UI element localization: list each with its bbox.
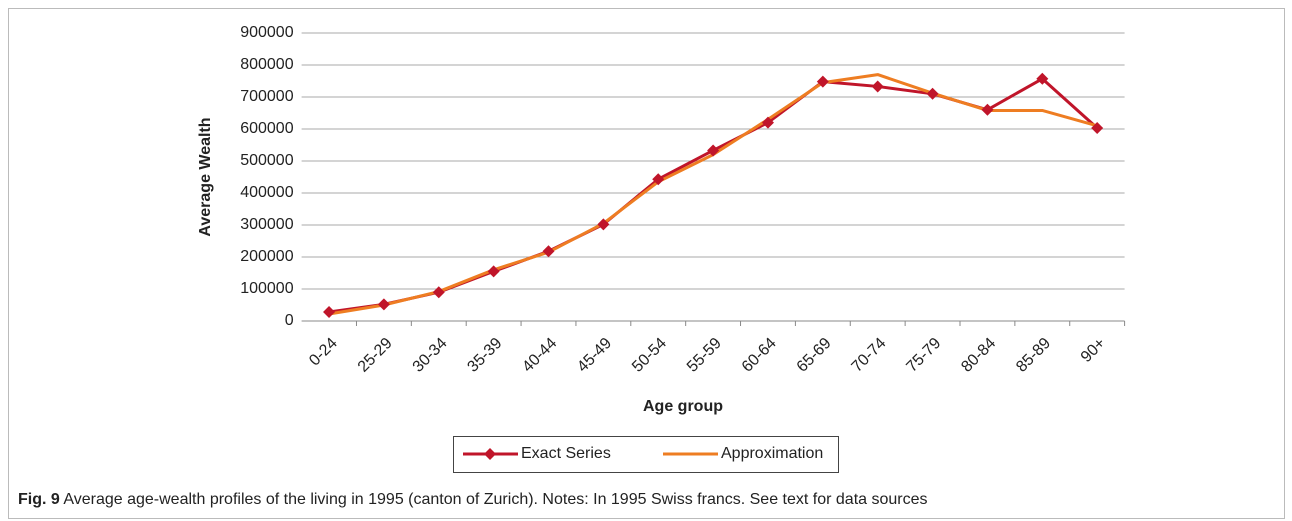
y-tick-label: 500000 [240,152,293,169]
data-point [707,144,720,157]
data-point [597,218,610,231]
series-line [328,77,1099,314]
data-point [542,245,555,258]
data-point [487,265,500,278]
y-tick-label: 900000 [240,24,293,41]
legend-label: Approximation [721,445,823,462]
figure-frame [8,8,1285,519]
x-tick-label: 65-69 [794,335,835,376]
x-tick-label: 55-59 [684,335,725,376]
x-tick-label: 85-89 [1013,335,1054,376]
y-tick-label: 200000 [240,248,293,265]
x-tick-label: 25-29 [355,335,396,376]
x-tick-label: 45-49 [574,335,615,376]
legend-marker [484,448,496,460]
y-tick-label: 700000 [240,88,293,105]
data-point [926,87,939,100]
caption: Fig. 9 Average age-wealth profiles of th… [18,491,928,508]
x-tick-label: 0-24 [306,335,341,370]
x-tick-label: 35-39 [464,335,505,376]
caption-text: Average age-wealth profiles of the livin… [63,491,927,508]
data-point [871,80,884,93]
y-tick-label: 300000 [240,216,293,233]
x-tick-label: 30-34 [410,335,451,376]
y-axis-label: Average Wealth [197,117,214,236]
x-tick-label: 40-44 [519,335,560,376]
x-tick-label: 90+ [1078,335,1109,366]
data-point [432,286,445,299]
x-tick-label: 50-54 [629,335,670,376]
data-point [377,298,390,311]
data-point [1036,72,1049,85]
data-point [816,75,829,88]
y-tick-label: 100000 [240,280,293,297]
data-point [761,116,774,129]
series-line [328,73,1098,316]
x-axis-label: Age group [643,398,723,415]
x-tick-label: 60-64 [739,335,780,376]
y-tick-label: 0 [285,312,294,329]
data-point [981,103,994,116]
data-point [1091,122,1104,135]
data-point [323,306,336,319]
data-point [652,173,665,186]
x-tick-label: 70-74 [849,335,890,376]
y-tick-label: 600000 [240,120,293,137]
y-tick-label: 400000 [240,184,293,201]
x-tick-label: 75-79 [903,335,944,376]
y-tick-label: 800000 [240,56,293,73]
legend-label: Exact Series [521,445,611,462]
x-tick-label: 80-84 [958,335,999,376]
caption-label: Fig. 9 [18,491,60,508]
